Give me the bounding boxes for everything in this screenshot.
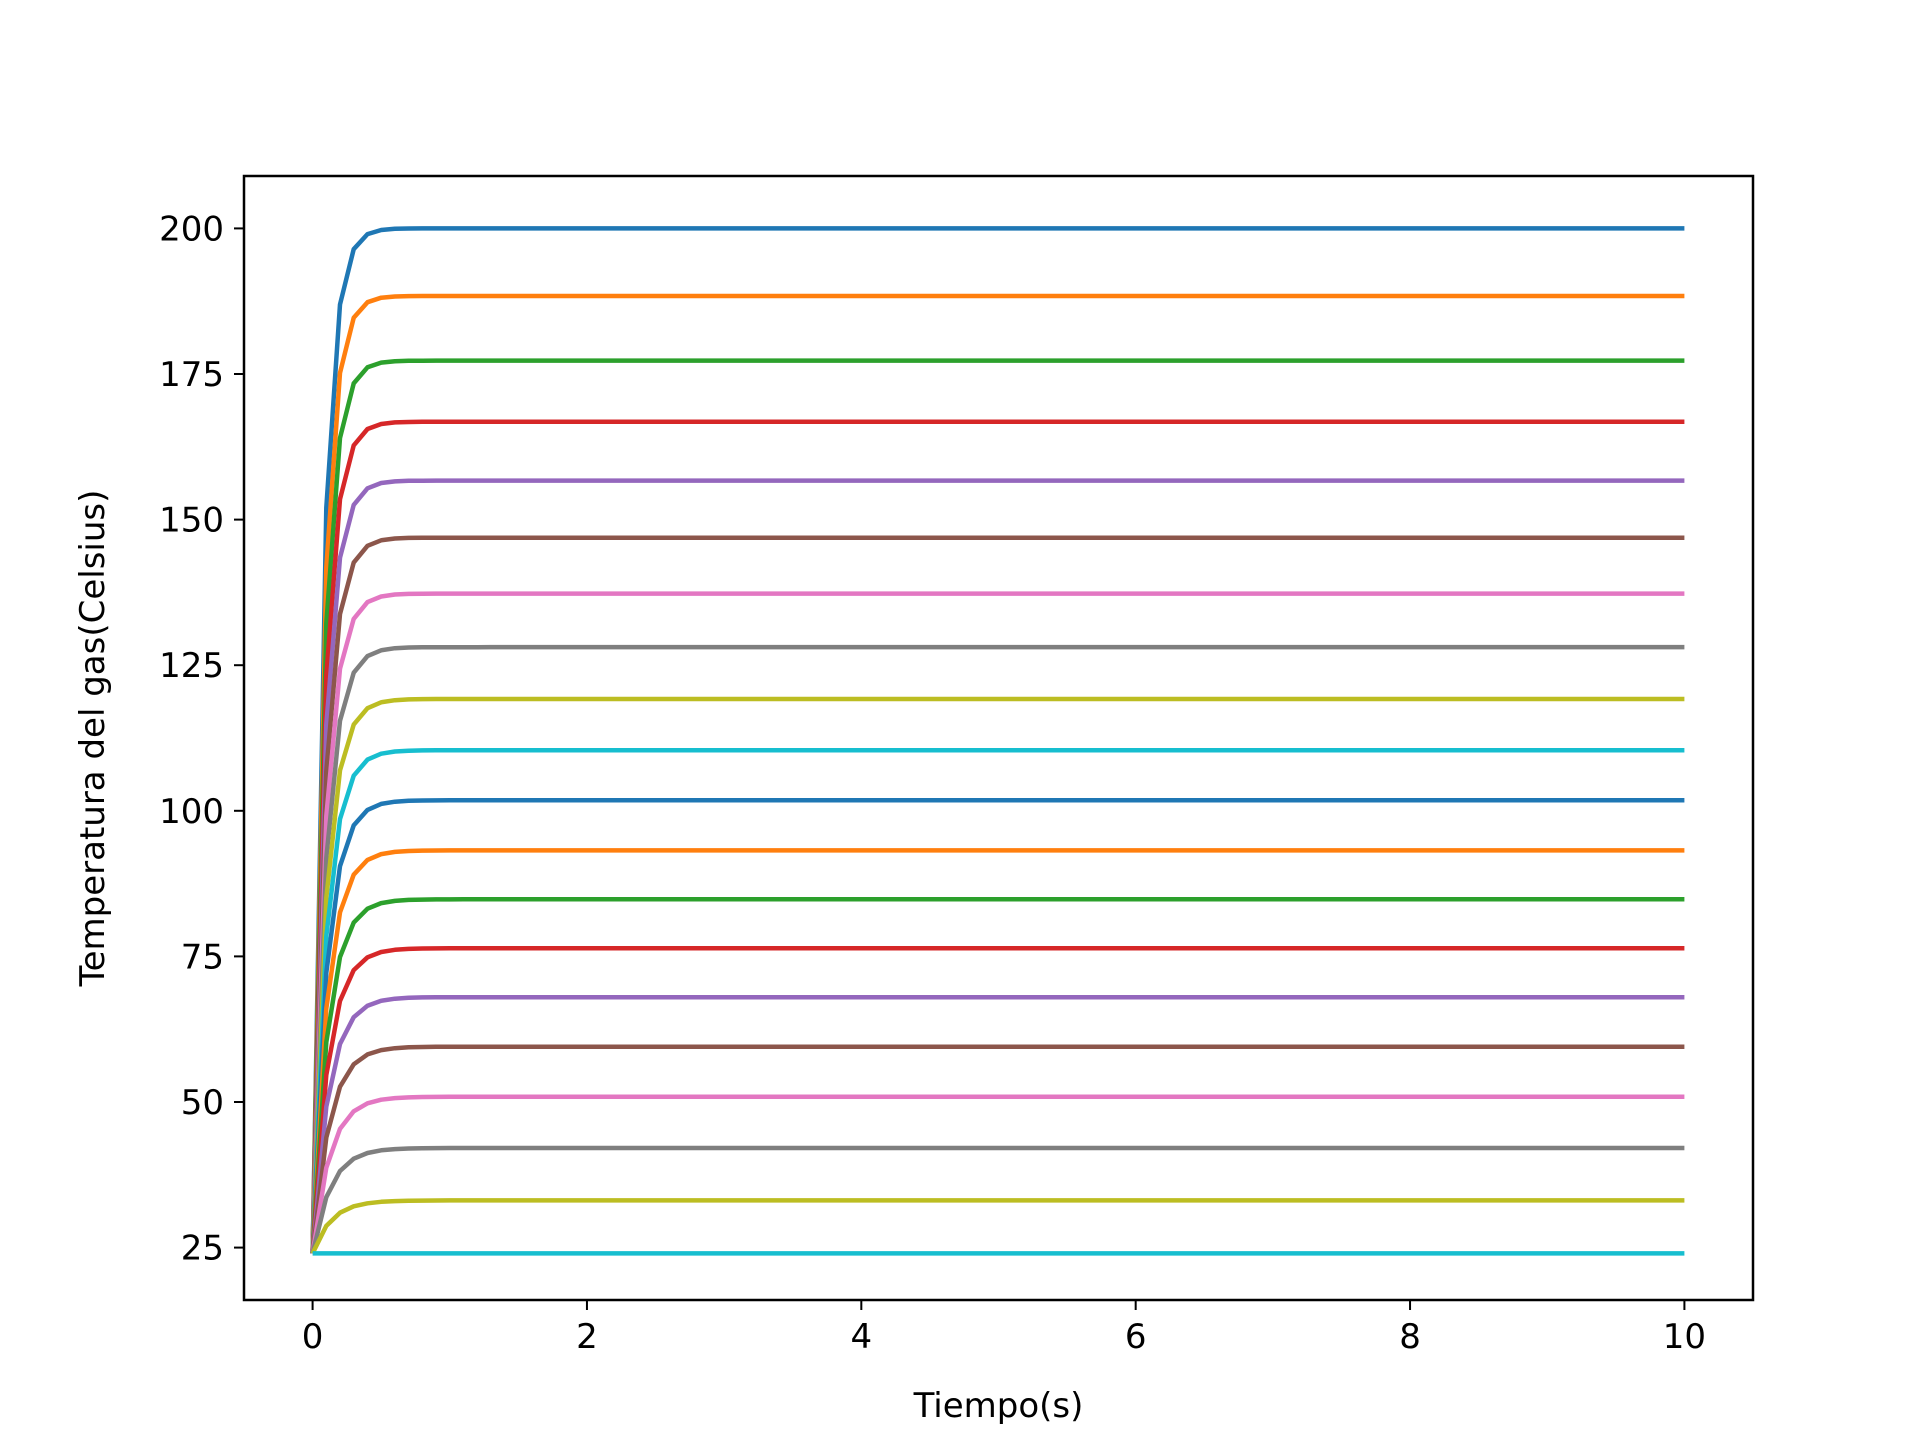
- series-line-14: [310, 945, 1685, 1254]
- series-line-19: [310, 1198, 1685, 1255]
- x-tick-label: 4: [850, 1317, 872, 1357]
- series-line-1: [310, 226, 1685, 1254]
- x-axis-title: Tiempo(s): [913, 1386, 1084, 1426]
- series-line-13: [310, 897, 1685, 1254]
- series-line-17: [310, 1094, 1685, 1254]
- series-line-11: [310, 798, 1685, 1254]
- y-tick-label: 175: [159, 355, 224, 395]
- y-tick-label: 25: [181, 1229, 224, 1269]
- series-line-18: [310, 1145, 1685, 1254]
- x-tick-label: 8: [1399, 1317, 1421, 1357]
- x-tick-label: 2: [576, 1317, 598, 1357]
- series-line-16: [310, 1044, 1685, 1254]
- series-line-6: [310, 535, 1685, 1254]
- y-tick-label: 100: [159, 792, 224, 832]
- series-line-3: [310, 358, 1685, 1254]
- series-line-2: [310, 293, 1685, 1254]
- series-line-15: [310, 994, 1685, 1254]
- x-tick-label: 6: [1125, 1317, 1147, 1357]
- series-line-10: [310, 747, 1685, 1254]
- x-tick-label: 0: [302, 1317, 324, 1357]
- series-layer: [310, 226, 1685, 1256]
- series-line-5: [310, 478, 1685, 1254]
- series-line-12: [310, 848, 1685, 1254]
- y-tick-label: 125: [159, 646, 224, 686]
- series-line-8: [310, 644, 1685, 1254]
- x-axis-ticks: 0 2 4 6 8 10: [302, 1300, 1706, 1357]
- y-axis-ticks: 25 50 75 100 125 150 175 200: [159, 209, 244, 1269]
- x-tick-label: 10: [1663, 1317, 1706, 1357]
- y-tick-label: 200: [159, 209, 224, 249]
- y-tick-label: 50: [181, 1083, 224, 1123]
- series-line-4: [310, 419, 1685, 1254]
- series-line-9: [310, 696, 1685, 1254]
- y-axis-title: Temperatura del gas(Celsius): [73, 490, 113, 988]
- series-line-7: [310, 591, 1685, 1254]
- y-tick-label: 75: [181, 937, 224, 977]
- plot-area-frame: [242, 174, 1755, 1302]
- y-tick-label: 150: [159, 501, 224, 541]
